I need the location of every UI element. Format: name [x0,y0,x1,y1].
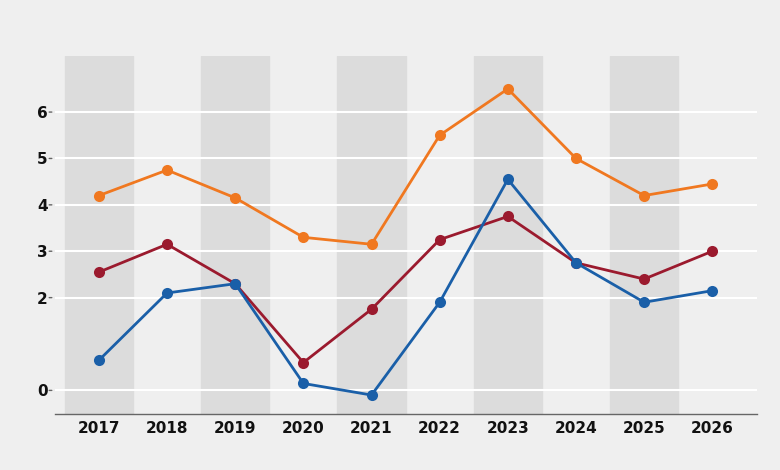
Bar [338,56,406,414]
Bar [201,56,269,414]
Bar [473,56,542,414]
Bar [610,56,679,414]
Bar [65,56,133,414]
